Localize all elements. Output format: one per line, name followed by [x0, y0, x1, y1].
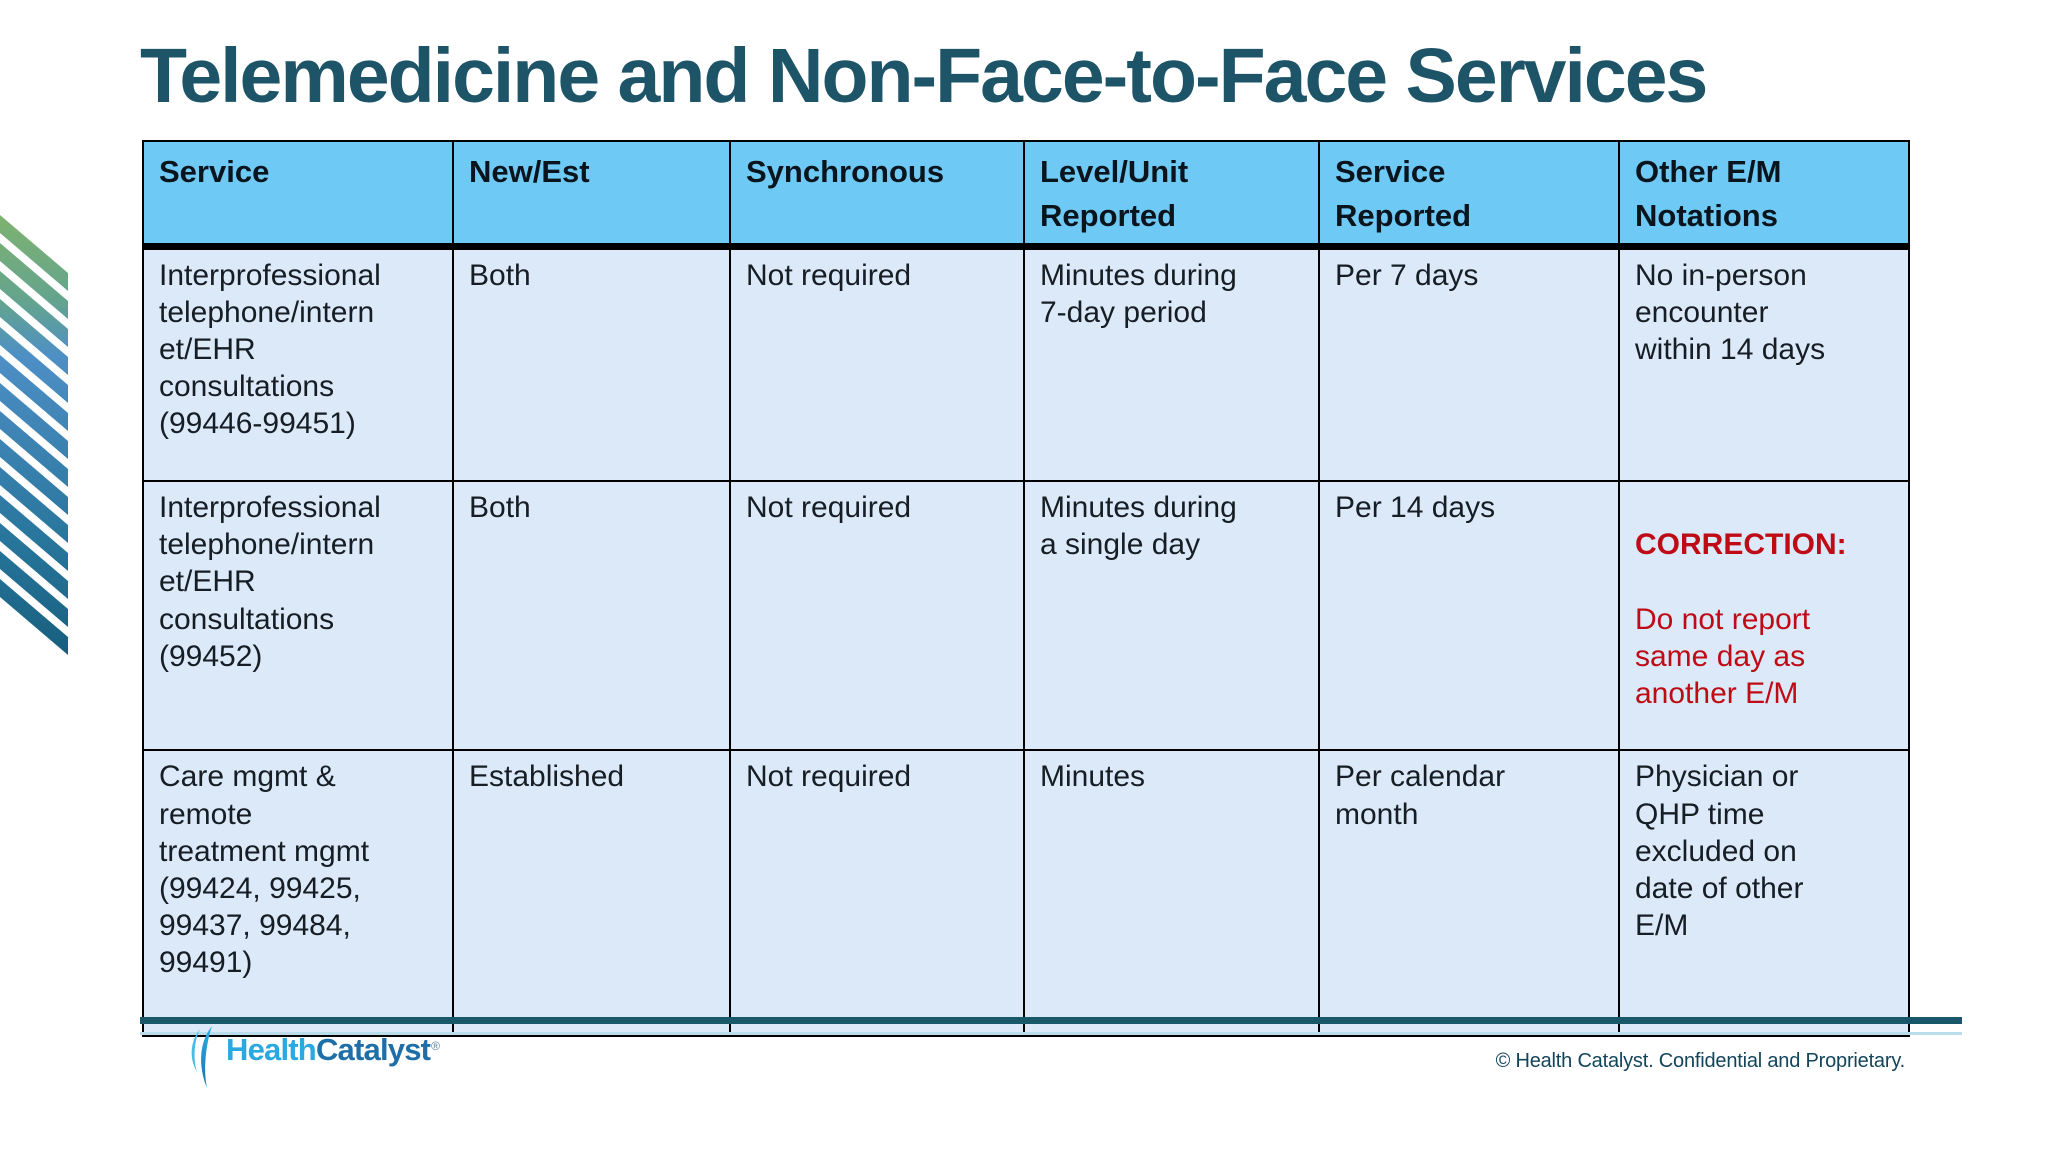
copyright-text: © Health Catalyst. Confidential and Prop… — [1495, 1050, 1906, 1072]
healthcatalyst-logo: HealthCatalyst® — [186, 1026, 440, 1090]
cell-service: Care mgmt & remote treatment mgmt (99424… — [142, 749, 454, 1038]
footer-divider-light — [140, 1032, 1962, 1035]
table-row: Interprofessional telephone/intern et/EH… — [142, 479, 1910, 752]
header-row: Service New/Est Synchronous Level/Unit R… — [142, 140, 1910, 250]
cell-service: Interprofessional telephone/intern et/EH… — [142, 245, 454, 482]
cell-new-est: Both — [452, 479, 731, 752]
table-row: Interprofessional telephone/intern et/EH… — [142, 245, 1910, 482]
cell-service-reported: Per 7 days — [1318, 245, 1620, 482]
cell-service-reported: Per 14 days — [1318, 479, 1620, 752]
slide-title: Telemedicine and Non-Face-to-Face Servic… — [140, 33, 1708, 119]
logo-word-health: Health — [226, 1032, 317, 1067]
cell-new-est: Both — [452, 245, 731, 482]
registered-trademark-icon: ® — [431, 1039, 440, 1053]
col-header-new-est: New/Est — [452, 140, 731, 250]
telemedicine-services-table: Service New/Est Synchronous Level/Unit R… — [142, 140, 1910, 1038]
footer-divider — [140, 1017, 1962, 1024]
correction-label: CORRECTION: — [1635, 528, 1847, 562]
cell-notations: Physician or QHP time excluded on date o… — [1618, 749, 1910, 1038]
cell-service-reported: Per calendar month — [1318, 749, 1620, 1038]
logo-wordmark: HealthCatalyst® — [226, 1026, 440, 1067]
logo-word-catalyst: Catalyst — [315, 1032, 431, 1067]
cell-synchronous: Not required — [729, 749, 1025, 1038]
cell-level-unit: Minutes during a single day — [1023, 479, 1320, 752]
correction-text: Do not report same day as another E/M — [1635, 602, 1811, 710]
cell-new-est: Established — [452, 749, 731, 1038]
col-header-other-em: Other E/M Notations — [1618, 140, 1910, 250]
flame-icon — [191, 1026, 212, 1088]
cell-level-unit: Minutes — [1023, 749, 1320, 1038]
cell-level-unit: Minutes during 7-day period — [1023, 245, 1320, 482]
col-header-synchronous: Synchronous — [729, 140, 1025, 250]
col-header-service-reported: Service Reported — [1318, 140, 1620, 250]
cell-synchronous: Not required — [729, 479, 1025, 752]
cell-synchronous: Not required — [729, 245, 1025, 482]
cell-notations-correction: CORRECTION: Do not report same day as an… — [1618, 479, 1910, 752]
col-header-service: Service — [142, 140, 454, 250]
col-header-level-unit: Level/Unit Reported — [1023, 140, 1320, 250]
cell-notations: No in-person encounter within 14 days — [1618, 245, 1910, 482]
diagonal-stripes-decoration — [0, 215, 68, 655]
cell-service: Interprofessional telephone/intern et/EH… — [142, 479, 454, 752]
table-row: Care mgmt & remote treatment mgmt (99424… — [142, 749, 1910, 1038]
